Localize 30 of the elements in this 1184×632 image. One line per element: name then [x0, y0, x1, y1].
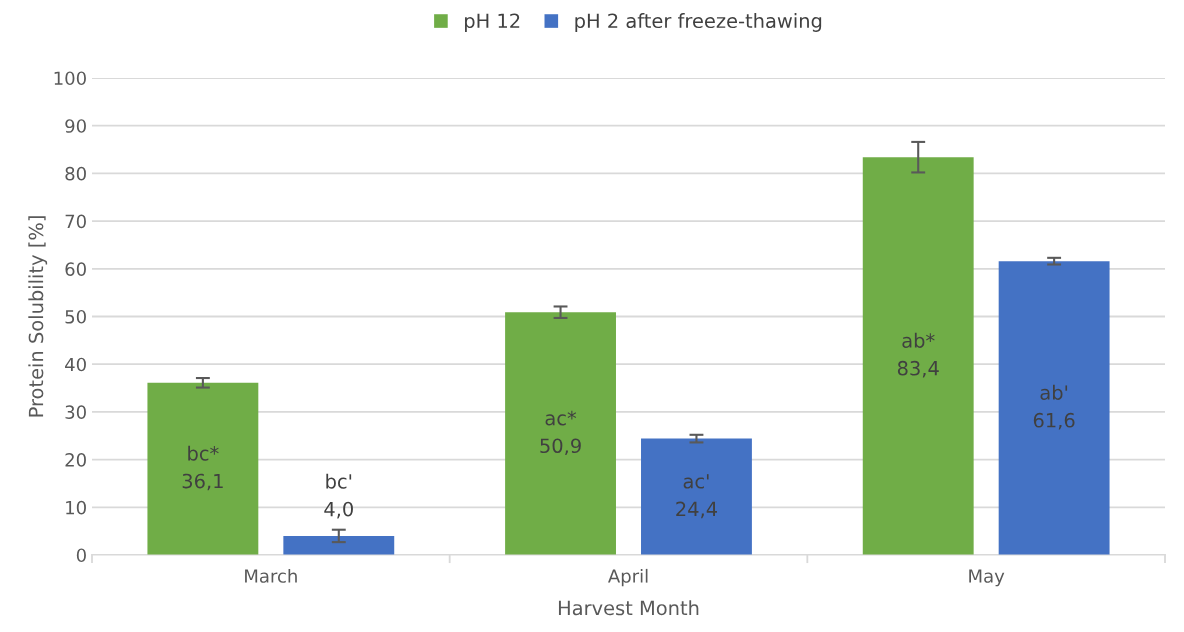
- data-label: ac* 50,9: [540, 410, 581, 456]
- legend-label: pH 2 after freeze-thawing: [575, 13, 822, 32]
- y-tick-label: 20: [65, 453, 86, 467]
- x-tick-label: March: [245, 568, 297, 583]
- data-label: ac' 24,4: [676, 474, 718, 519]
- x-tick-label: April: [608, 568, 648, 587]
- legend-label: pH 12: [465, 13, 520, 32]
- bar: [283, 535, 395, 555]
- x-tick-label: May: [969, 569, 1005, 587]
- data-label: bc* 36,1: [182, 445, 223, 491]
- y-tick-label: 0: [76, 548, 86, 563]
- bar: [862, 157, 974, 555]
- bar: [641, 438, 752, 555]
- y-tick-label: 70: [65, 214, 86, 229]
- data-label: ab' 61,6: [1033, 384, 1075, 430]
- y-axis-title: Protein Solubility [%]: [28, 216, 48, 417]
- y-tick-label: 50: [65, 309, 86, 324]
- y-tick-label: 10: [66, 500, 86, 515]
- bar: [505, 312, 616, 555]
- bar: [998, 261, 1110, 555]
- data-label: bc' 4,0: [324, 473, 353, 519]
- y-tick-label: 40: [65, 357, 86, 372]
- bar: [147, 382, 259, 555]
- x-axis-title: Harvest Month: [558, 600, 699, 616]
- y-tick-label: 60: [65, 262, 86, 276]
- y-tick-label: 80: [65, 166, 86, 181]
- data-label: ab* 83,4: [897, 332, 939, 378]
- y-tick-label: 30: [65, 405, 86, 420]
- y-tick-label: 100: [54, 71, 86, 86]
- y-tick-label: 90: [65, 119, 86, 133]
